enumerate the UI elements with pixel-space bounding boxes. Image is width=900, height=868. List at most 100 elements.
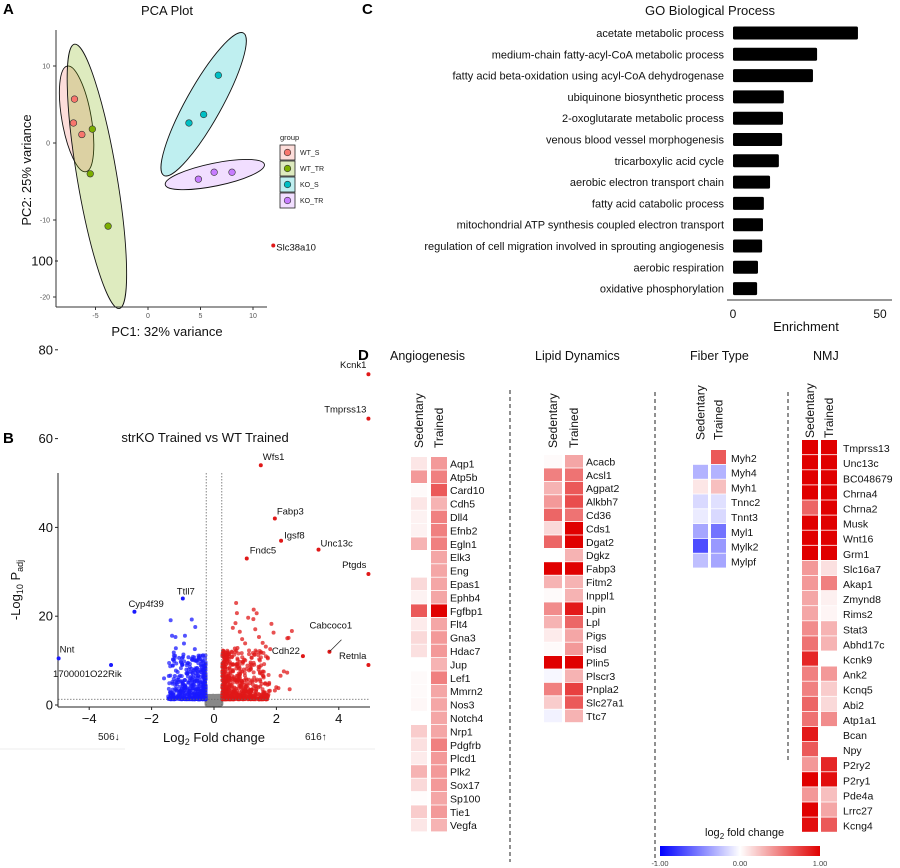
heatmap-gene-label: Myl1 xyxy=(731,527,753,539)
heatmap-gene-label: Lpl xyxy=(586,617,600,629)
colorbar-tick: 1.00 xyxy=(813,859,828,868)
volcano-point-up xyxy=(237,659,242,664)
y-tick-label: 80 xyxy=(39,342,53,357)
heatmap-cell xyxy=(802,560,818,576)
y-tick-label: 100 xyxy=(31,254,53,269)
heatmap-fiber-type: Fiber Type Sedentary Trained Myh2 Myh4 Myh1 Tn… xyxy=(690,349,760,568)
pca-ellipse-wt_tr xyxy=(66,43,128,310)
pca-point xyxy=(210,168,218,176)
heatmap-cell xyxy=(431,644,447,658)
label-leader-line xyxy=(329,639,342,652)
volcano-point-up xyxy=(222,681,227,686)
volcano-point-up xyxy=(265,656,270,661)
heatmap-gene-label: Rims2 xyxy=(843,609,873,621)
pca-ellipse-ko_s xyxy=(160,32,247,177)
heatmap-cell xyxy=(821,455,837,470)
heatmap-cell xyxy=(821,711,837,727)
heatmap-cell xyxy=(565,508,583,522)
volcano-point-down xyxy=(171,657,176,662)
pca-point xyxy=(69,119,78,127)
heatmap-gene-label: Myh2 xyxy=(731,453,757,465)
heatmap-cell xyxy=(802,772,818,787)
heatmap-cell xyxy=(821,787,837,802)
heatmap-cell xyxy=(711,538,726,553)
volcano-point-up xyxy=(240,669,245,674)
volcano-point-up xyxy=(240,661,245,666)
volcano-point-up xyxy=(240,637,245,642)
heatmap-cell xyxy=(565,629,583,642)
panel-letter-c: C xyxy=(362,1,373,18)
volcano-point-up xyxy=(266,672,271,677)
heatmap-cell xyxy=(821,772,837,787)
heatmap-cell xyxy=(802,636,818,651)
volcano-point-down xyxy=(189,617,194,622)
volcano-point-up xyxy=(245,663,250,668)
volcano-point-up xyxy=(254,611,259,616)
heatmap-gene-label: Abhd17c xyxy=(843,639,884,651)
volcano-point-down xyxy=(169,690,174,695)
heatmap-cell xyxy=(802,545,818,560)
volcano-point-down xyxy=(173,653,178,658)
pca-point xyxy=(228,168,236,176)
pca-point xyxy=(78,130,86,139)
heatmap-gene-label: Tmprss13 xyxy=(843,443,890,455)
heatmap-cell xyxy=(802,591,818,606)
heatmap-cell xyxy=(411,818,427,832)
volcano-point-down xyxy=(168,673,173,678)
volcano-point-up xyxy=(242,657,247,662)
heatmap-cell xyxy=(411,698,427,711)
heatmap-panels: Angiogenesis Sedentary Trained Aqp1 Atp5bCar… xyxy=(390,349,893,833)
heatmap-cell xyxy=(821,802,837,817)
volcano-point-up xyxy=(287,687,292,692)
heatmap-gene-label: Myh1 xyxy=(731,482,757,494)
volcano-point-down xyxy=(162,676,167,681)
heatmap-cell xyxy=(711,553,726,568)
go-bar xyxy=(733,175,771,189)
heatmap-gene-label: Wnt16 xyxy=(843,534,874,546)
go-bar xyxy=(733,26,858,40)
heatmap-cell xyxy=(711,450,726,464)
heatmap-cell xyxy=(411,711,427,725)
heatmap-cell xyxy=(802,606,818,621)
volcano-point-up xyxy=(223,651,228,656)
pca-point xyxy=(70,95,79,103)
heatmap-gene-label: Agpat2 xyxy=(586,483,619,495)
volcano-point-up xyxy=(224,685,229,690)
heatmap-gene-label: Chrna4 xyxy=(843,488,878,500)
heatmap-cell xyxy=(411,765,427,778)
heatmap-gene-label: P2ry1 xyxy=(843,775,871,787)
heatmap-cell xyxy=(802,621,818,636)
volcano-point-up xyxy=(239,651,244,656)
volcano-point-down xyxy=(182,633,187,638)
heatmap-cell xyxy=(821,726,837,742)
volcano-point-down xyxy=(192,647,197,652)
heatmap-cell xyxy=(821,621,837,636)
heatmap-gene-label: Sp100 xyxy=(450,793,481,805)
volcano-point-up xyxy=(251,670,256,675)
heatmap-gene-label: Pdgfrb xyxy=(450,740,481,752)
volcano-point-down xyxy=(174,695,179,700)
volcano-point-down xyxy=(194,679,199,684)
heatmap-cell xyxy=(544,589,562,602)
heatmap-cell xyxy=(565,548,583,562)
volcano-gene-label: Cdh22 xyxy=(272,646,300,657)
heatmap-cell xyxy=(431,658,447,671)
volcano-point-labeled xyxy=(272,516,277,521)
heatmap-cell xyxy=(802,530,818,545)
volcano-point-down xyxy=(174,682,179,687)
volcano-point-up xyxy=(230,674,235,679)
heatmap-cell xyxy=(693,553,708,568)
go-bar xyxy=(733,133,783,146)
volcano-point-down xyxy=(186,655,191,660)
go-bar xyxy=(733,218,763,232)
heatmap-gene-label: Ephb4 xyxy=(450,592,481,604)
heatmap-cell xyxy=(821,681,837,696)
volcano-point-up xyxy=(233,690,238,695)
legend-marker xyxy=(283,180,292,189)
volcano-point-up xyxy=(243,641,248,646)
heatmap-cell xyxy=(802,742,818,757)
volcano-gene-label: Igsf8 xyxy=(284,531,305,542)
heatmap-gene-label: Tnnt3 xyxy=(731,512,758,524)
pca-ellipses xyxy=(58,32,265,310)
heatmap-title: Fiber Type xyxy=(690,349,749,363)
